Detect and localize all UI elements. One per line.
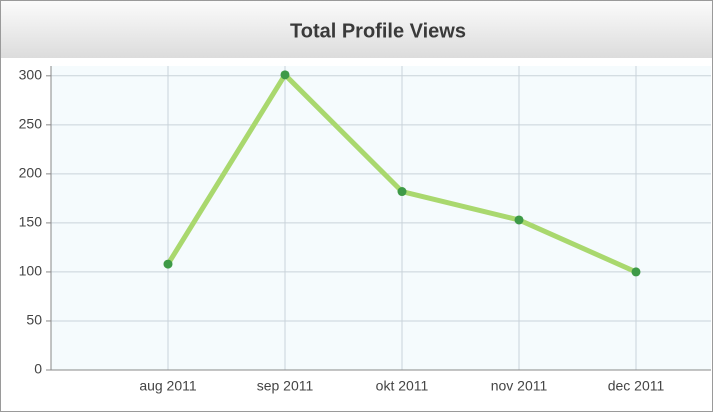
- data-point: [514, 215, 524, 225]
- y-tick-label: 0: [34, 361, 42, 377]
- data-point: [280, 70, 290, 80]
- y-tick-label: 50: [26, 312, 42, 328]
- x-tick-label: aug 2011: [139, 378, 197, 394]
- chart-title: Total Profile Views: [290, 20, 466, 42]
- x-tick-label: sep 2011: [257, 378, 314, 394]
- y-tick-label: 300: [19, 67, 43, 83]
- y-tick-label: 100: [19, 263, 43, 279]
- header: [1, 1, 712, 58]
- data-point: [163, 259, 173, 269]
- y-tick-label: 250: [19, 116, 43, 132]
- y-tick-label: 150: [19, 214, 43, 230]
- x-tick-label: nov 2011: [491, 378, 548, 394]
- data-point: [631, 267, 641, 277]
- x-tick-label: dec 2011: [608, 378, 665, 394]
- data-point: [397, 187, 407, 197]
- y-tick-label: 200: [19, 165, 43, 181]
- plot-area: [51, 66, 711, 370]
- x-tick-label: okt 2011: [376, 378, 429, 394]
